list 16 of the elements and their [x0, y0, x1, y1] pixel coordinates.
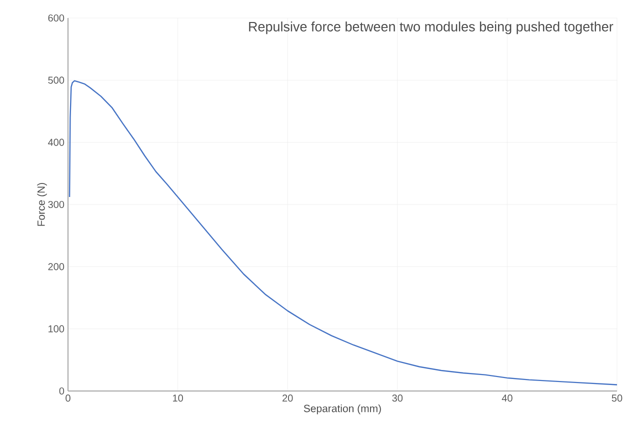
- x-axis-title: Separation (mm): [304, 404, 381, 414]
- x-tick-label: 50: [612, 394, 622, 402]
- y-tick-label: 500: [48, 76, 64, 84]
- y-tick-label: 600: [48, 14, 64, 22]
- y-tick-label: 400: [48, 138, 64, 146]
- x-tick-label: 10: [173, 394, 183, 402]
- x-tick-label: 0: [66, 394, 70, 402]
- y-tick-label: 300: [48, 200, 64, 208]
- y-tick-label: 200: [48, 263, 64, 270]
- x-tick-label: 40: [502, 394, 512, 402]
- x-tick-label: 30: [392, 394, 403, 402]
- y-tick-label: 0: [59, 387, 64, 395]
- chart-title: Repulsive force between two modules being pushed together: [249, 22, 614, 34]
- x-tick-label: 20: [282, 394, 293, 402]
- y-tick-label: 100: [48, 325, 64, 332]
- y-axis-title: Force (N): [37, 183, 47, 226]
